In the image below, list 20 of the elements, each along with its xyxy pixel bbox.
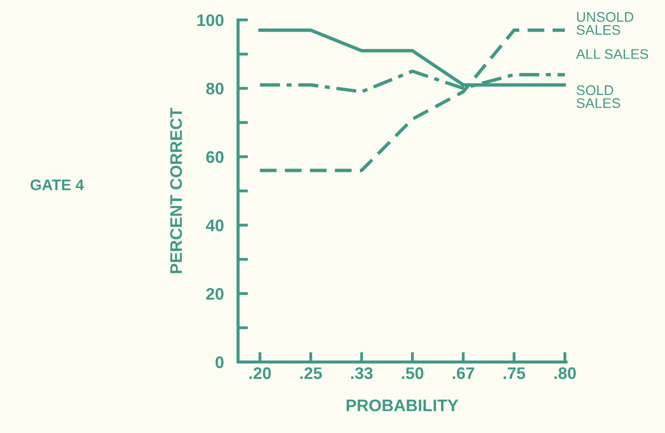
y-tick-label: 0 xyxy=(216,356,224,368)
y-tick-label: 20 xyxy=(206,288,224,300)
y-tick-label: 100 xyxy=(197,14,224,26)
line-series xyxy=(258,28,566,172)
y-tick-label: 40 xyxy=(206,220,224,232)
x-tick-label: .75 xyxy=(504,367,526,380)
y-axis-title: PERCENT CORRECT xyxy=(170,108,182,274)
x-tick-label: .25 xyxy=(300,367,322,380)
series-label: SOLD SALES xyxy=(576,85,620,108)
y-tick-label: 80 xyxy=(206,82,224,95)
text: GATE 4 xyxy=(30,179,84,190)
series-label: ALL SALES xyxy=(576,49,648,59)
x-tick-label: .33 xyxy=(351,367,373,380)
x-tick-label: .80 xyxy=(554,367,576,380)
y-tick-label: 60 xyxy=(206,151,224,163)
x-tick-label: .20 xyxy=(249,367,271,380)
series-label: UNSOLD SALES xyxy=(576,12,634,35)
x-axis-title: PROBABILITY xyxy=(346,399,458,412)
x-tick-label: .67 xyxy=(452,367,474,380)
x-tick-label: .50 xyxy=(402,367,424,380)
